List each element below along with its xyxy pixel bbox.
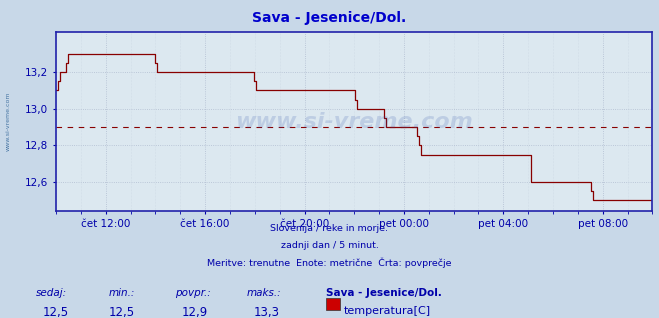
Text: maks.:: maks.: — [247, 288, 282, 298]
Text: 12,9: 12,9 — [181, 306, 208, 318]
Text: Meritve: trenutne  Enote: metrične  Črta: povprečje: Meritve: trenutne Enote: metrične Črta: … — [207, 257, 452, 268]
Text: zadnji dan / 5 minut.: zadnji dan / 5 minut. — [281, 241, 378, 250]
Text: povpr.:: povpr.: — [175, 288, 210, 298]
Text: 12,5: 12,5 — [109, 306, 135, 318]
Text: min.:: min.: — [109, 288, 135, 298]
Text: Sava - Jesenice/Dol.: Sava - Jesenice/Dol. — [326, 288, 442, 298]
Text: 12,5: 12,5 — [43, 306, 69, 318]
Text: www.si-vreme.com: www.si-vreme.com — [5, 91, 11, 151]
Text: 13,3: 13,3 — [254, 306, 280, 318]
Text: Slovenija / reke in morje.: Slovenija / reke in morje. — [270, 224, 389, 233]
Text: temperatura[C]: temperatura[C] — [344, 306, 431, 316]
Text: Sava - Jesenice/Dol.: Sava - Jesenice/Dol. — [252, 11, 407, 25]
Text: sedaj:: sedaj: — [36, 288, 67, 298]
Text: www.si-vreme.com: www.si-vreme.com — [235, 112, 473, 132]
